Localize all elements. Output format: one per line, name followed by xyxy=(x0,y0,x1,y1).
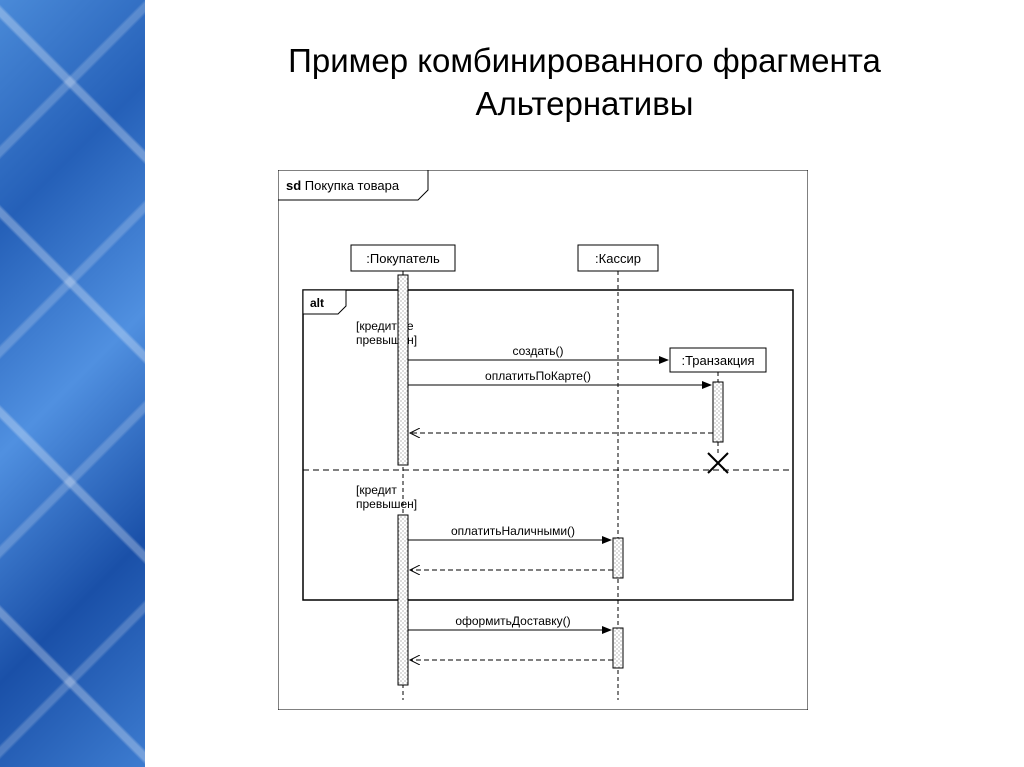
activation-cashier-2 xyxy=(613,628,623,668)
msg-delivery-label: оформитьДоставку() xyxy=(455,614,570,628)
lifeline-buyer-label: :Покупатель xyxy=(366,251,440,266)
activation-buyer-1 xyxy=(398,275,408,465)
alt-operator: alt xyxy=(310,296,324,310)
frame-label: Покупка товара xyxy=(305,178,400,193)
slide-background-decoration xyxy=(0,0,145,767)
svg-text:sd Покупка товара: sd Покупка товара xyxy=(286,178,400,193)
title-line-1: Пример комбинированного фрагмента xyxy=(288,42,881,79)
title-line-2: Альтернативы xyxy=(476,85,694,122)
sequence-diagram: sd Покупка товара :Покупатель :Кассир al… xyxy=(278,170,808,710)
activation-buyer-2 xyxy=(398,515,408,685)
frame-prefix: sd xyxy=(286,178,301,193)
msg-paycard-label: оплатитьПоКарте() xyxy=(485,369,591,383)
msg-create-label: создать() xyxy=(512,344,563,358)
activation-cashier-1 xyxy=(613,538,623,578)
lifeline-transaction-label: :Транзакция xyxy=(681,353,754,368)
activation-transaction xyxy=(713,382,723,442)
msg-paycash-label: оплатитьНаличными() xyxy=(451,524,575,538)
slide-title: Пример комбинированного фрагмента Альтер… xyxy=(145,40,1024,126)
lifeline-cashier-label: :Кассир xyxy=(595,251,641,266)
